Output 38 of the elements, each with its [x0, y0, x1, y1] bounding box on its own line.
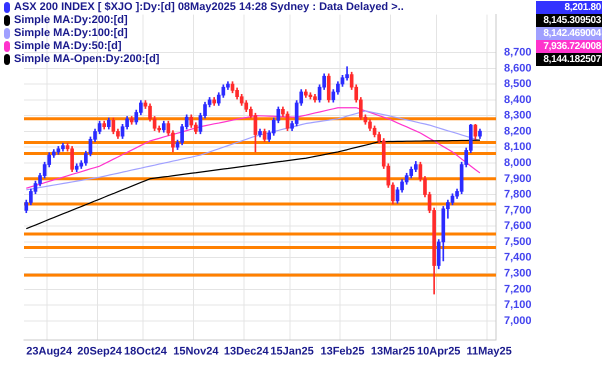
legend-label: Simple MA:Dy:200:[d] [14, 14, 128, 27]
y-tick-label: 8,100 [504, 141, 532, 154]
y-tick-label: 7,400 [504, 252, 532, 264]
legend-label: Simple MA-Open:Dy:200:[d] [14, 53, 160, 66]
legend-label: Simple MA:Dy:50:[d] [14, 40, 122, 53]
x-tick-label: 13Feb25 [320, 345, 364, 358]
y-tick-label: 7,800 [504, 188, 532, 201]
y-tick-label: 7,700 [504, 204, 532, 216]
y-tick-label: 8,700 [504, 46, 532, 59]
text: 8,145.309503 [536, 14, 602, 27]
x-tick-label: 13Mar25 [370, 345, 415, 358]
x-tick-label: 11May25 [466, 345, 512, 358]
text: 8,144.182507 [536, 53, 602, 66]
x-tick-label: 13Dec24 [224, 345, 270, 358]
x-tick-label: 20Sep24 [77, 345, 123, 358]
y-tick-label: 8,200 [504, 125, 532, 138]
y-tick-label: 7,100 [504, 299, 532, 312]
y-tick-label: 7,300 [504, 268, 532, 280]
text: 8,142.469004 [536, 27, 602, 40]
text: 7,936.724008 [536, 40, 602, 53]
x-tick-label: 15Jan25 [270, 345, 314, 358]
x-tick-label: 15Nov24 [173, 345, 220, 358]
y-tick-label: 8,400 [504, 94, 532, 106]
y-tick-label: 8,000 [504, 157, 532, 170]
legend-label: ASX 200 INDEX [ $XJO ]:Dy:[d] 08May2025 14:28 Sydney : Data Delayed >.. [14, 1, 404, 14]
y-tick-label: 7,600 [504, 220, 532, 232]
text: 8,201.80 [536, 1, 602, 14]
y-tick-label: 8,600 [504, 62, 532, 74]
y-tick-label: 7,500 [504, 236, 532, 248]
x-tick-label: 10Apr25 [417, 345, 460, 358]
legend-label: Simple MA:Dy:100:[d] [14, 27, 128, 40]
y-tick-label: 8,500 [504, 78, 532, 90]
y-tick-label: 7,200 [504, 283, 532, 296]
x-tick-label: 18Oct24 [124, 345, 168, 358]
y-tick-label: 7,900 [504, 172, 532, 185]
y-tick-label: 7,000 [504, 314, 532, 327]
x-tick-label: 23Aug24 [26, 345, 74, 358]
y-tick-label: 8,300 [504, 110, 532, 122]
